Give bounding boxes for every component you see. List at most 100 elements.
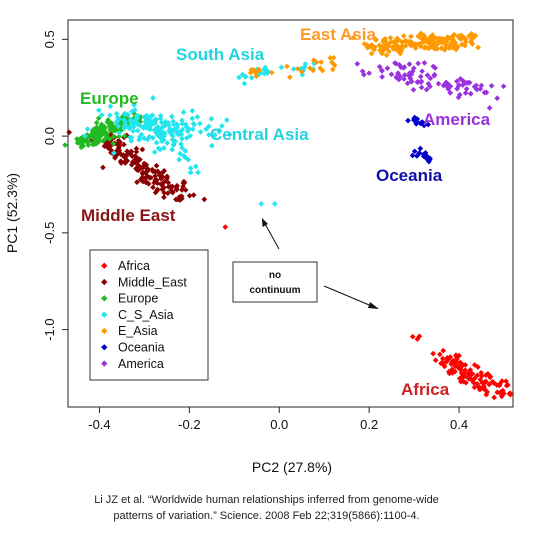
point-c-s-asia (169, 146, 176, 153)
point-europe (106, 119, 113, 125)
point-america (457, 76, 464, 82)
point-e-asia (319, 67, 326, 74)
point-e-asia (330, 54, 337, 61)
citation-line-1: Li JZ et al. “Worldwide human relationsh… (94, 494, 439, 506)
point-america (398, 64, 404, 71)
point-africa (430, 350, 436, 357)
point-c-s-asia (261, 66, 267, 73)
point-america (430, 63, 437, 70)
point-c-s-asia (131, 102, 137, 108)
point-c-s-asia (96, 107, 102, 114)
point-c-s-asia (182, 148, 189, 154)
point-middle-east (101, 143, 108, 149)
point-c-s-asia (209, 142, 215, 149)
point-africa (497, 381, 503, 387)
point-middle-east (121, 141, 127, 148)
point-c-s-asia (187, 169, 194, 176)
point-middle-east (144, 173, 151, 179)
point-middle-east (179, 195, 185, 202)
point-c-s-asia (151, 149, 158, 155)
point-c-s-asia (206, 132, 212, 138)
point-africa (454, 363, 461, 370)
point-oceania (422, 154, 429, 160)
point-africa (499, 388, 505, 395)
point-middle-east (152, 189, 159, 196)
point-c-s-asia (121, 116, 127, 123)
point-middle-east (169, 189, 176, 196)
point-oceania (420, 120, 427, 127)
point-america (474, 86, 480, 93)
point-america (410, 86, 417, 93)
point-c-s-asia (197, 128, 204, 135)
point-c-s-asia (248, 75, 255, 81)
point-america (414, 79, 421, 85)
point-america (424, 72, 431, 79)
cluster-label-central-asia: Central Asia (210, 125, 309, 144)
point-middle-east (152, 173, 158, 179)
arrow-head-up-left (262, 218, 268, 227)
point-c-s-asia (177, 150, 183, 157)
point-c-s-asia (241, 80, 248, 87)
point-america (410, 65, 417, 72)
point-e-asia (294, 65, 301, 72)
point-c-s-asia (128, 138, 135, 144)
point-middle-east (139, 146, 146, 153)
point-africa (507, 391, 514, 398)
x-axis-title: PC2 (27.8%) (252, 459, 332, 475)
point-america (431, 72, 438, 79)
y-tick-label: -1.0 (42, 318, 57, 340)
point-c-s-asia (157, 112, 164, 119)
point-middle-east (133, 145, 140, 152)
point-europe (95, 115, 102, 122)
point-america (418, 78, 425, 85)
point-africa (414, 336, 421, 342)
point-middle-east (180, 180, 187, 187)
point-c-s-asia (182, 121, 189, 128)
point-africa (462, 367, 469, 373)
point-america (462, 79, 468, 86)
point-middle-east (107, 146, 113, 153)
legend-label-e-asia: E_Asia (118, 324, 158, 338)
point-c-s-asia (208, 116, 215, 122)
x-tick-label: 0.0 (270, 417, 288, 432)
point-middle-east (133, 149, 140, 155)
point-africa (482, 386, 488, 393)
point-middle-east (153, 162, 160, 169)
point-c-s-asia (127, 117, 134, 123)
point-c-s-asia (114, 115, 121, 121)
point-america (396, 76, 402, 83)
point-europe (91, 135, 98, 142)
point-c-s-asia (197, 120, 203, 127)
point-america (488, 82, 495, 89)
point-c-s-asia (154, 127, 160, 133)
point-c-s-asia (180, 109, 187, 116)
point-america (376, 63, 383, 70)
y-tick-label: -0.5 (42, 222, 57, 244)
point-c-s-asia (151, 117, 158, 123)
point-middle-east (143, 162, 150, 168)
point-e-asia (287, 74, 293, 81)
point-middle-east (145, 180, 152, 187)
point-c-s-asia (195, 169, 201, 176)
point-america (401, 64, 408, 70)
point-europe (110, 133, 117, 140)
y-axis-title: PC1 (52.3%) (4, 173, 20, 253)
point-oceania (414, 153, 420, 159)
point-africa (462, 362, 469, 368)
citation-caption: Li JZ et al. “Worldwide human relationsh… (0, 492, 533, 524)
point-africa (437, 351, 443, 358)
point-c-s-asia (136, 136, 142, 143)
point-africa (491, 380, 497, 386)
point-america (404, 80, 411, 87)
point-middle-east (133, 165, 139, 172)
point-c-s-asia (128, 122, 135, 129)
point-america (455, 94, 462, 101)
point-c-s-asia (216, 127, 223, 134)
point-middle-east (132, 153, 138, 159)
point-europe (78, 144, 85, 151)
point-middle-east (100, 164, 106, 171)
point-oceania (409, 152, 416, 159)
point-c-s-asia (278, 64, 285, 71)
point-middle-east (137, 176, 144, 183)
point-africa (478, 369, 485, 376)
